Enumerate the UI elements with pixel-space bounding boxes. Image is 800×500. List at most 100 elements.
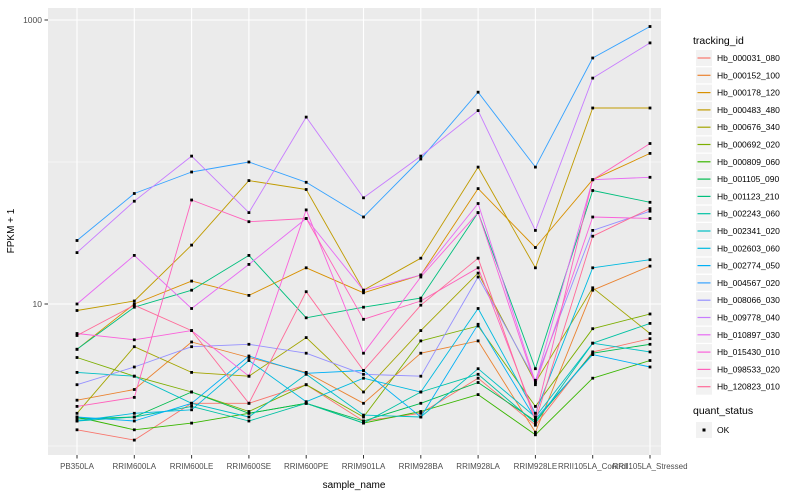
data-point [190, 401, 193, 405]
data-point [648, 337, 652, 341]
data-point [132, 374, 136, 378]
data-point [304, 188, 308, 191]
legend-label: Hb_000152_100 [717, 70, 780, 80]
data-point [362, 372, 365, 376]
legend-item: Hb_000676_340 [696, 119, 780, 136]
data-point [419, 329, 423, 332]
data-point [132, 192, 136, 195]
data-points [75, 25, 652, 442]
data-point [304, 290, 308, 294]
legend-label: Hb_001123_210 [717, 191, 780, 201]
y-axis-title: FPKM + 1 [6, 208, 17, 254]
data-point [75, 309, 79, 312]
data-point [476, 266, 480, 270]
data-point [534, 266, 537, 270]
data-point [648, 106, 652, 110]
data-point [362, 305, 365, 309]
data-point [534, 229, 537, 232]
data-point [132, 428, 136, 432]
data-point [534, 405, 537, 408]
legend-item: Hb_000692_020 [696, 136, 780, 153]
data-point [190, 371, 193, 374]
data-point [591, 215, 595, 219]
data-point [591, 76, 595, 80]
data-point [75, 347, 79, 351]
data-point [419, 410, 423, 413]
data-point [648, 322, 652, 325]
data-point [648, 142, 652, 145]
data-point [304, 217, 308, 220]
data-point [247, 401, 251, 405]
data-point [591, 376, 595, 380]
data-point [362, 376, 365, 380]
legend-label: Hb_015430_010 [717, 347, 780, 357]
data-point [247, 342, 251, 346]
data-point [247, 254, 251, 257]
legend-item: Hb_000152_100 [696, 67, 780, 84]
data-point [534, 367, 537, 371]
data-point [304, 400, 308, 404]
x-tick-label: RRIM600LE [170, 462, 214, 471]
legend-item: Hb_000031_080 [696, 50, 780, 66]
data-point [304, 336, 308, 339]
data-point [75, 334, 79, 337]
data-point [534, 246, 537, 249]
data-point [534, 165, 537, 169]
data-point [132, 345, 136, 349]
data-point [132, 396, 136, 399]
data-point [247, 160, 251, 164]
data-point [362, 421, 365, 425]
legend-item: Hb_009778_040 [696, 309, 780, 326]
data-point [132, 415, 136, 419]
legend-label: Hb_002341_020 [717, 226, 780, 236]
legend-item: Hb_098533_020 [696, 361, 780, 378]
x-tick-label: PB350LA [60, 462, 94, 471]
data-point [534, 381, 537, 384]
data-point [75, 332, 79, 335]
x-tick-label: RRIM928BA [399, 462, 444, 471]
data-point [75, 405, 79, 408]
legend-label: Hb_002243_060 [717, 209, 780, 219]
data-point [591, 266, 595, 270]
data-point [419, 374, 423, 378]
data-point [190, 345, 193, 349]
data-point [591, 56, 595, 60]
x-axis-title: sample_name [322, 480, 386, 491]
data-point [476, 109, 480, 112]
black-square-marker [702, 428, 706, 432]
data-point [419, 415, 423, 419]
data-point [247, 419, 251, 423]
data-point [75, 383, 79, 387]
data-point [534, 378, 537, 382]
data-point [75, 411, 79, 415]
legend-item: Hb_000809_060 [696, 153, 780, 170]
legend-title: tracking_id [693, 35, 744, 47]
data-point [419, 299, 423, 303]
data-point [591, 106, 595, 110]
legend-item: Hb_002774_050 [696, 257, 780, 274]
data-point [75, 415, 79, 419]
data-point [75, 417, 79, 421]
legend-label: Hb_000031_080 [717, 53, 780, 63]
data-point [362, 288, 365, 292]
data-point [247, 374, 251, 378]
data-point [304, 383, 308, 387]
legend-label: Hb_000809_060 [717, 157, 780, 167]
axes: 10 1000 PB350LA RRIM600LA RRIM600LE RRIM600SE… [23, 15, 688, 471]
data-point [476, 381, 480, 384]
data-point [75, 356, 79, 359]
data-point [132, 299, 136, 303]
data-point [648, 25, 652, 28]
legend-item: Hb_000483_480 [696, 101, 780, 118]
x-tick-label: RRIM928LA [456, 462, 500, 471]
data-point [534, 433, 537, 437]
data-point [419, 411, 423, 415]
data-point [362, 419, 365, 423]
data-point [648, 350, 652, 354]
legend-label: Hb_009778_040 [717, 313, 780, 323]
data-point [75, 428, 79, 432]
quant-status-legend-title: quant_status [693, 405, 753, 417]
data-point [75, 239, 79, 242]
data-point [190, 288, 193, 292]
